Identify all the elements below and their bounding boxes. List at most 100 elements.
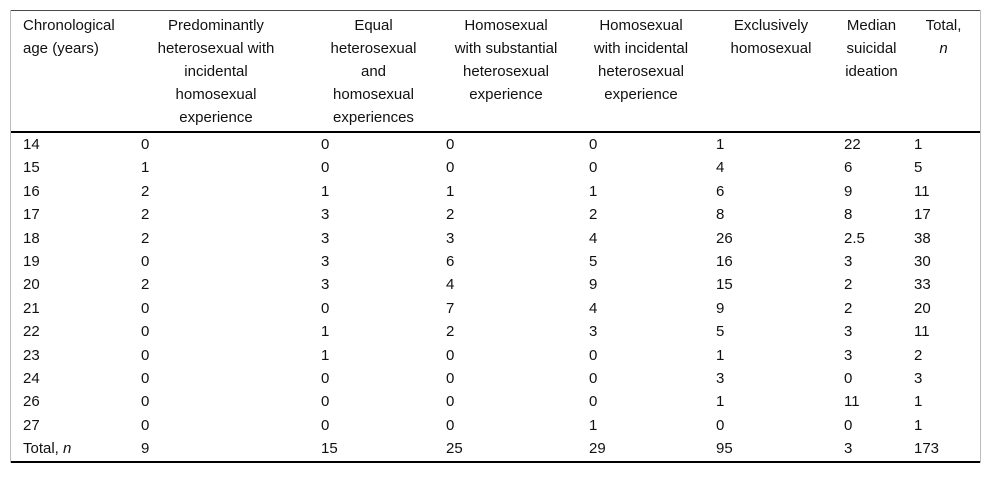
table-cell: 4 <box>716 159 725 177</box>
table-cell: 0 <box>446 416 455 434</box>
table-cell: 1 <box>141 159 150 177</box>
row-label-age: 26 <box>23 393 40 411</box>
table-cell: 3 <box>716 370 725 388</box>
column-header-chronological-age: Chronological age (years) <box>23 17 115 57</box>
table-cell: 11 <box>844 393 860 411</box>
total-cell: 29 <box>589 440 606 458</box>
table-cell: 1 <box>589 182 598 200</box>
column-header-median-suicidal-ideation: Median suicidal ideation <box>845 17 898 80</box>
table-row: 17 2 3 2 2 8 8 17 <box>11 203 980 226</box>
suicidal-ideation-by-age-table: Chronological age (years) Predominantly … <box>11 10 980 463</box>
table-cell: 1 <box>716 393 725 411</box>
table-row: 22 0 1 2 3 5 3 11 <box>11 320 980 343</box>
total-cell: 173 <box>914 440 940 458</box>
table-cell: 2 <box>141 276 150 294</box>
row-label-age: 15 <box>23 159 40 177</box>
table-body: 14 0 0 0 0 1 22 1 15 1 0 0 0 4 6 5 16 2 1 1 1 6 9 11 17 2 3 2 2 8 8 17 1… <box>11 132 980 462</box>
table-cell: 0 <box>589 346 598 364</box>
table-cell: 30 <box>914 253 931 271</box>
table-cell: 11 <box>914 323 930 341</box>
total-cell: 25 <box>446 440 463 458</box>
table-cell: 0 <box>446 136 455 153</box>
total-header-n-italic: n <box>939 40 948 57</box>
table-cell: 9 <box>589 276 598 294</box>
table-cell: 0 <box>141 346 150 364</box>
table-header: Chronological age (years) Predominantly … <box>11 10 980 133</box>
row-label-age: 23 <box>23 346 40 364</box>
table-cell: 6 <box>844 159 853 177</box>
table-cell: 8 <box>716 206 725 224</box>
table-cell: 3 <box>321 206 330 224</box>
table-cell: 2 <box>844 299 853 317</box>
table-row: 14 0 0 0 0 1 22 1 <box>11 132 980 156</box>
table-cell: 0 <box>321 370 330 388</box>
table-cell: 3 <box>844 253 853 271</box>
total-cell: 3 <box>844 440 853 458</box>
table-cell: 16 <box>716 253 733 271</box>
table-cell: 3 <box>844 323 853 341</box>
row-label-age: 19 <box>23 253 40 271</box>
table-cell: 0 <box>141 416 150 434</box>
table-cell: 2 <box>141 229 150 247</box>
row-label-age: 22 <box>23 323 40 341</box>
table-cell: 3 <box>914 370 923 388</box>
table-cell: 11 <box>914 182 930 200</box>
total-cell: 95 <box>716 440 733 458</box>
table-cell: 0 <box>844 370 853 388</box>
column-header-exclusively-homosexual: Exclusively homosexual <box>730 17 812 57</box>
row-label-age: 16 <box>23 182 40 200</box>
table-cell: 20 <box>914 299 931 317</box>
table-row: 26 0 0 0 0 1 11 1 <box>11 390 980 413</box>
row-label-age: 14 <box>23 136 40 153</box>
paper-data-table: Chronological age (years) Predominantly … <box>10 10 981 463</box>
table-cell: 33 <box>914 276 931 294</box>
column-header-homosexual-incidental: Homosexual with incidental heterosexual … <box>593 17 689 103</box>
total-label-word: Total, <box>23 440 64 458</box>
table-row: 20 2 3 4 9 15 2 33 <box>11 273 980 296</box>
table-cell: 2 <box>446 323 455 341</box>
table-cell: 3 <box>446 229 455 247</box>
table-cell: 22 <box>844 136 861 153</box>
table-cell: 1 <box>321 346 330 364</box>
header-row: Chronological age (years) Predominantly … <box>11 10 980 133</box>
total-label-n-italic: n <box>63 440 72 458</box>
table-cell: 0 <box>321 393 330 411</box>
total-cell: 9 <box>141 440 150 458</box>
table-cell: 0 <box>141 253 150 271</box>
table-row: 15 1 0 0 0 4 6 5 <box>11 156 980 179</box>
table-cell: 1 <box>321 323 330 341</box>
column-header-equal-hetero-homo: Equal heterosexual and homosexual experi… <box>330 17 417 126</box>
table-cell: 5 <box>716 323 725 341</box>
table-cell: 4 <box>446 276 455 294</box>
table-cell: 0 <box>844 416 853 434</box>
table-cell: 0 <box>589 370 598 388</box>
table-row: 23 0 1 0 0 1 3 2 <box>11 344 980 367</box>
table-cell: 0 <box>321 159 330 177</box>
total-row-label: Total, n <box>11 437 121 461</box>
table-cell: 2.5 <box>844 229 865 247</box>
row-label-age: 24 <box>23 370 40 388</box>
table-cell: 0 <box>589 393 598 411</box>
table-cell: 0 <box>141 299 150 317</box>
table-cell: 2 <box>844 276 853 294</box>
table-cell: 2 <box>141 206 150 224</box>
table-cell: 0 <box>446 346 455 364</box>
row-label-age: 17 <box>23 206 40 224</box>
table-cell: 2 <box>141 182 150 200</box>
table-cell: 6 <box>446 253 455 271</box>
table-cell: 0 <box>141 136 150 153</box>
table-cell: 17 <box>914 206 931 224</box>
table-cell: 1 <box>589 416 598 434</box>
table-cell: 3 <box>589 323 598 341</box>
table-cell: 15 <box>716 276 733 294</box>
table-cell: 1 <box>914 136 923 153</box>
table-cell: 2 <box>589 206 598 224</box>
table-row: 24 0 0 0 0 3 0 3 <box>11 367 980 390</box>
table-cell: 4 <box>589 229 598 247</box>
table-cell: 38 <box>914 229 931 247</box>
table-row: 27 0 0 0 1 0 0 1 <box>11 414 980 437</box>
table-cell: 26 <box>716 229 733 247</box>
table-cell: 1 <box>321 182 330 200</box>
table-cell: 0 <box>321 136 330 153</box>
table-cell: 3 <box>321 253 330 271</box>
